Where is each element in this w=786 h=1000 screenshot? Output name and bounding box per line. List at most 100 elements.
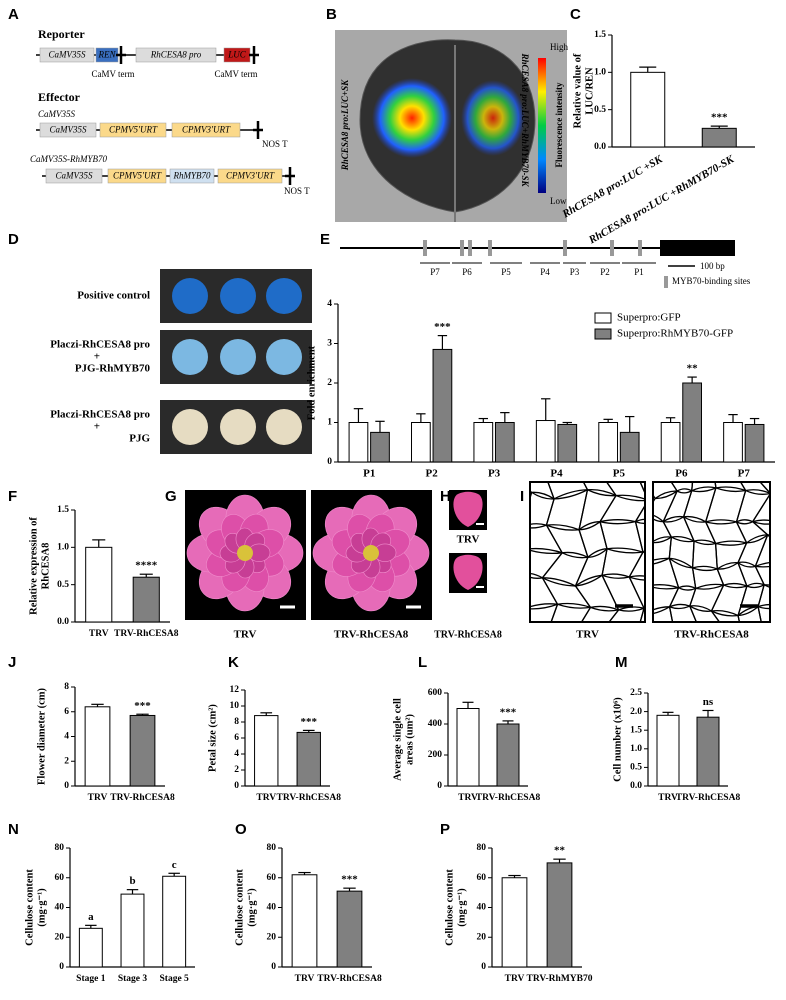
x-tick-label: P2 [426, 468, 439, 480]
y-tick-label: 0 [59, 962, 64, 972]
label: Effector [38, 90, 81, 104]
y-tick-label: 4 [327, 299, 332, 309]
x-tick-label: P3 [488, 468, 501, 480]
bar [120, 893, 145, 968]
bar [473, 422, 494, 463]
label: TRV-RhCESA8 [674, 629, 749, 641]
y-tick-label: 0.5 [594, 105, 606, 115]
bar [496, 723, 520, 787]
y-tick-label: 600 [428, 688, 443, 698]
annotation: *** [711, 112, 728, 124]
y-tick-label: 1.0 [594, 68, 606, 78]
cell [605, 482, 645, 502]
label: P4 [540, 267, 550, 277]
annotation: *** [434, 321, 451, 333]
legend-label: Superpro:GFP [617, 312, 681, 324]
label: CaMV term [214, 69, 257, 79]
label: RhCESA8 pro [150, 50, 202, 60]
y-tick-label: 0 [64, 781, 69, 791]
label: CaMV35S [50, 125, 87, 135]
bar [535, 420, 556, 463]
panel-label: H [440, 488, 451, 505]
x-tick-label: Stage 3 [118, 974, 148, 984]
label: Placzi-RhCESA8 pro [50, 339, 150, 351]
cell-image [530, 482, 645, 622]
label: Placzi-RhCESA8 pro [50, 409, 150, 421]
y-tick-label: 0 [437, 781, 442, 791]
cell [754, 561, 770, 589]
legend-swatch [594, 312, 612, 324]
gene-box [660, 240, 735, 256]
colony [220, 339, 256, 375]
x-tick-label: TRV-RhCESA8 [114, 629, 179, 639]
x-tick-label: TRV [505, 974, 525, 984]
y-tick-label: 60 [55, 873, 65, 883]
frame [529, 481, 646, 623]
bar [132, 576, 160, 623]
y-tick-label: 60 [477, 873, 487, 883]
construct-box [171, 122, 241, 138]
bar [630, 71, 666, 148]
y-axis-label: Flower diameter (cm) [36, 688, 47, 785]
x-tick-label: Stage 5 [160, 974, 190, 984]
bar [598, 422, 619, 463]
label: P1 [634, 267, 644, 277]
cell [757, 603, 770, 622]
label: RhMYB70 [173, 171, 211, 181]
x-tick-label: TRV [88, 793, 108, 803]
y-tick-label: 0.5 [57, 580, 69, 590]
construct-box [135, 47, 217, 63]
y-tick-label: 6 [64, 707, 69, 717]
y-tick-label: 0 [481, 962, 486, 972]
y-tick-label: 1.5 [630, 725, 642, 735]
label: + [94, 421, 100, 433]
x-tick-label: TRV [256, 793, 276, 803]
label: RhCESA8 pro:LUC+SK [340, 79, 350, 171]
label: PJG-RhMYB70 [75, 363, 151, 375]
label: CPMV5'URT [113, 171, 162, 181]
cell [737, 606, 762, 622]
y-tick-label: 1.5 [594, 30, 606, 40]
y-tick-label: 2.0 [630, 707, 642, 717]
bar [656, 714, 680, 787]
label: NOS T [262, 139, 288, 149]
panel-label: K [228, 654, 239, 671]
cell-image [653, 482, 770, 622]
construct-box [39, 122, 97, 138]
label: TRV-RhCESA8 [334, 629, 409, 641]
annotation: a [88, 911, 94, 923]
cell [739, 482, 770, 495]
colony [266, 409, 302, 445]
panel-label: M [615, 654, 628, 671]
y-tick-label: 0 [271, 962, 276, 972]
cell [550, 602, 592, 622]
label: CaMV35S [38, 109, 75, 119]
cell [668, 603, 698, 622]
x-tick-label: TRV-RhCESA8 [317, 974, 382, 984]
panel-label: D [8, 231, 19, 248]
construct-box [217, 168, 283, 184]
cell [634, 504, 645, 525]
annotation: c [172, 859, 177, 871]
cell [628, 575, 645, 610]
signal [461, 80, 525, 156]
x-tick-label: TRV-RhCESA8 [110, 793, 175, 803]
petal-photo [453, 554, 483, 590]
x-tick-label: P6 [675, 468, 688, 480]
cell [688, 605, 721, 622]
annotation: b [129, 875, 135, 887]
label: RhCESA8 pro:LUC+RhMYB70-SK [520, 53, 530, 188]
y-tick-label: 12 [230, 685, 240, 695]
frame [652, 481, 771, 623]
bar [696, 716, 720, 787]
petal-photo [453, 491, 483, 527]
colony [172, 339, 208, 375]
bar [456, 708, 480, 787]
y-axis-label: Cell number (x10⁶) [612, 697, 623, 782]
y-axis-label: Relative value of [572, 53, 583, 128]
label: CaMV35S-RhMYB70 [30, 154, 107, 164]
bar [411, 422, 431, 463]
label: REN [98, 50, 117, 60]
label: NOS T [284, 186, 310, 196]
